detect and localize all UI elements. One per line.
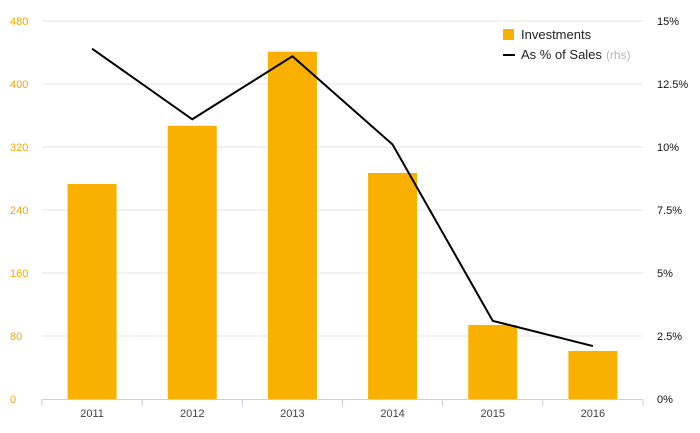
grid-lines: [42, 20, 643, 337]
bar-2012: [167, 125, 217, 400]
y-left-tick-label: 480: [10, 16, 28, 28]
bar-series-investments: [67, 51, 618, 400]
x-tick-label: 2015: [481, 408, 505, 420]
bar-2014: [368, 172, 418, 399]
line-path: [91, 47, 594, 348]
y-left-tick-label: 400: [10, 79, 28, 91]
y-right-tick-label: 15%: [657, 16, 679, 28]
y-right-tick-label: 0%: [657, 394, 673, 406]
y-right-tick-label: 7.5%: [657, 205, 682, 217]
y-left-tick-label: 240: [10, 205, 28, 217]
x-tick-label: 2012: [180, 408, 204, 420]
legend: Investments As % of Sales (rhs): [503, 27, 631, 62]
bar-2016: [568, 350, 618, 399]
y-right-tick-label: 5%: [657, 268, 673, 280]
legend-label-pct-sales-name: As % of Sales: [521, 47, 602, 62]
axes: 2011 2012 2013 2014 2015 2016 0 80 160 240 320 400 4…: [10, 16, 688, 420]
legend-swatch-investments: [503, 29, 514, 40]
y-right-tick-label: 2.5%: [657, 331, 682, 343]
bar-2015: [468, 324, 518, 399]
y-left-tick-label: 80: [10, 331, 22, 343]
x-tick-label: 2011: [80, 408, 104, 420]
bar-2013: [267, 51, 317, 400]
y-right-tick-label: 10%: [657, 142, 679, 154]
y-left-tick-label: 0: [10, 394, 16, 406]
legend-label-pct-sales-suffix: (rhs): [606, 48, 631, 62]
y-left-tick-label: 320: [10, 142, 28, 154]
bar-2011: [67, 184, 117, 399]
legend-label-pct-sales: As % of Sales (rhs): [521, 47, 631, 62]
x-tick-label: 2014: [380, 408, 404, 420]
line-series-pct-sales: [91, 47, 594, 348]
y-left-tick-label: 160: [10, 268, 28, 280]
x-tick-label: 2016: [581, 408, 605, 420]
x-tick-label: 2013: [280, 408, 304, 420]
legend-label-investments: Investments: [521, 27, 592, 42]
y-right-tick-label: 12.5%: [657, 79, 688, 91]
